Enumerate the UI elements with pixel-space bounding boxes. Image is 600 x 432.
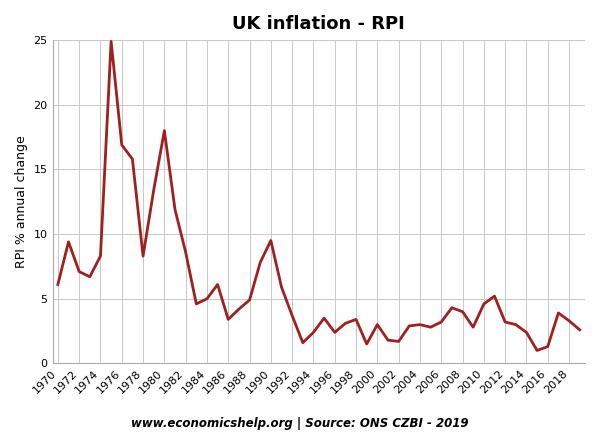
Title: UK inflation - RPI: UK inflation - RPI (232, 15, 405, 33)
Y-axis label: RPI % annual change: RPI % annual change (15, 135, 28, 268)
Text: www.economicshelp.org | Source: ONS CZBI - 2019: www.economicshelp.org | Source: ONS CZBI… (131, 417, 469, 430)
